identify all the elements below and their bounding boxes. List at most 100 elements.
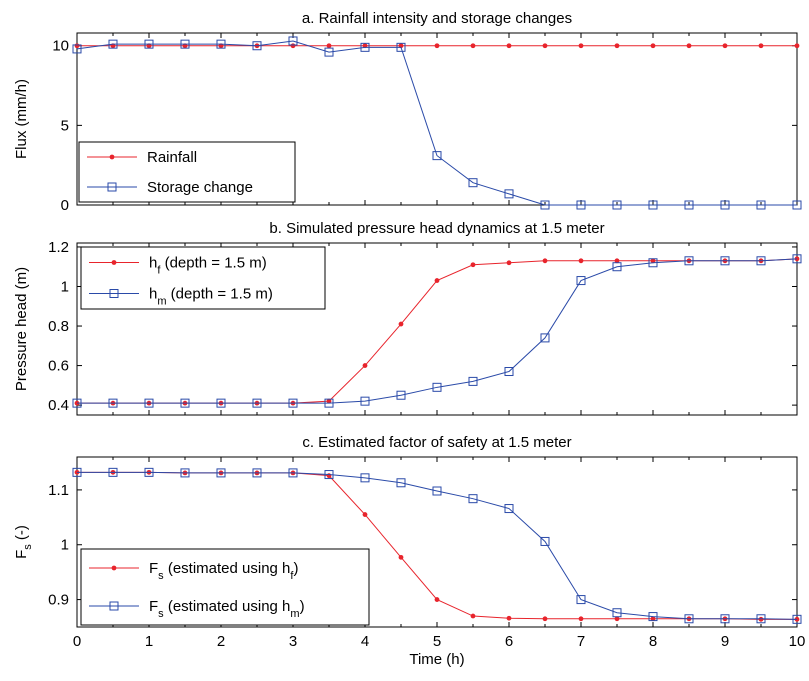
y-tick-label: 1 bbox=[61, 278, 69, 295]
data-point bbox=[434, 597, 440, 602]
y-tick-label: 1.1 bbox=[48, 482, 69, 499]
data-point bbox=[324, 398, 334, 408]
data-point bbox=[252, 468, 262, 478]
series-line bbox=[76, 40, 797, 206]
y-tick-label: 1 bbox=[61, 537, 69, 554]
data-point bbox=[542, 258, 548, 264]
x-tick-label: 8 bbox=[649, 633, 657, 650]
data-point bbox=[758, 616, 764, 622]
series-line bbox=[77, 471, 798, 620]
data-point bbox=[648, 258, 658, 268]
legend-label: Fs (estimated using hm) bbox=[149, 598, 305, 620]
data-point bbox=[72, 398, 82, 408]
data-point bbox=[576, 276, 586, 286]
series-line bbox=[77, 258, 798, 404]
legend-marker bbox=[109, 601, 119, 611]
series-red bbox=[74, 43, 800, 49]
chart-title: c. Estimated factor of safety at 1.5 met… bbox=[302, 434, 571, 451]
data-point bbox=[434, 278, 440, 283]
x-tick-label: 6 bbox=[505, 633, 513, 650]
data-point bbox=[540, 333, 550, 343]
data-point bbox=[684, 200, 694, 210]
legend-label: Rainfall bbox=[147, 149, 197, 166]
data-point bbox=[506, 615, 512, 621]
series-blue bbox=[72, 467, 802, 624]
data-point bbox=[74, 43, 80, 49]
data-point bbox=[324, 470, 334, 480]
data-point bbox=[578, 616, 584, 622]
data-point bbox=[684, 256, 694, 266]
legend-label: hm (depth = 1.5 m) bbox=[149, 286, 273, 308]
data-point bbox=[396, 42, 406, 52]
legend: Rainfall Storage change bbox=[78, 141, 296, 203]
data-point bbox=[180, 468, 190, 478]
y-tick-label: 0.6 bbox=[48, 358, 69, 375]
legend-marker bbox=[109, 154, 115, 160]
data-point bbox=[324, 47, 334, 57]
x-tick-label: 1 bbox=[145, 633, 153, 650]
data-point bbox=[360, 396, 370, 406]
data-point bbox=[288, 36, 298, 46]
data-point bbox=[614, 43, 620, 49]
legend-label: Storage change bbox=[147, 179, 253, 196]
data-point bbox=[108, 467, 118, 477]
data-point bbox=[72, 44, 82, 54]
data-point bbox=[504, 189, 514, 199]
data-point bbox=[144, 467, 154, 477]
data-point bbox=[614, 616, 620, 622]
x-tick-label: 9 bbox=[721, 633, 729, 650]
data-point bbox=[648, 200, 658, 210]
data-point bbox=[468, 494, 478, 504]
data-point bbox=[540, 536, 550, 546]
data-point bbox=[792, 254, 802, 264]
data-point bbox=[290, 43, 296, 49]
data-point bbox=[542, 616, 548, 622]
legend-box bbox=[80, 246, 326, 310]
data-point bbox=[144, 398, 154, 408]
data-point bbox=[540, 200, 550, 210]
data-point bbox=[648, 612, 658, 622]
data-point bbox=[360, 473, 370, 483]
y-axis-label: Pressure head (m) bbox=[13, 267, 30, 391]
data-point bbox=[794, 43, 800, 49]
legend-box bbox=[80, 548, 370, 626]
data-point bbox=[650, 258, 656, 264]
y-axis-label: Fs (-) bbox=[13, 525, 34, 559]
legend: hf (depth = 1.5 m) hm (depth = 1.5 m) bbox=[80, 246, 326, 310]
data-point bbox=[720, 200, 730, 210]
data-point bbox=[432, 151, 442, 161]
data-point bbox=[504, 504, 514, 514]
data-point bbox=[398, 321, 404, 327]
data-point bbox=[504, 367, 514, 377]
data-point bbox=[756, 200, 766, 210]
y-tick-label: 0.4 bbox=[48, 397, 69, 414]
legend-marker bbox=[111, 260, 117, 265]
chart-panel-a: a. Rainfall intensity and storage change… bbox=[13, 10, 802, 214]
x-tick-label: 7 bbox=[577, 633, 585, 650]
data-point bbox=[326, 473, 332, 479]
data-point bbox=[72, 467, 82, 477]
x-tick-label: 5 bbox=[433, 633, 441, 650]
data-point bbox=[720, 614, 730, 624]
data-point bbox=[362, 363, 368, 368]
data-point bbox=[360, 42, 370, 52]
data-point bbox=[470, 613, 476, 619]
data-point bbox=[252, 398, 262, 408]
x-axis-label: Time (h) bbox=[409, 651, 464, 668]
legend-label: hf (depth = 1.5 m) bbox=[149, 255, 267, 277]
data-point bbox=[756, 256, 766, 266]
data-point bbox=[288, 398, 298, 408]
x-tick-label: 10 bbox=[789, 633, 806, 650]
data-point bbox=[576, 200, 586, 210]
data-point bbox=[144, 39, 154, 49]
data-point bbox=[326, 43, 332, 49]
legend-box bbox=[78, 141, 296, 203]
data-point bbox=[398, 554, 404, 560]
data-point bbox=[288, 468, 298, 478]
data-point bbox=[470, 262, 476, 268]
data-point bbox=[576, 595, 586, 605]
data-point bbox=[396, 478, 406, 488]
y-axis-label: Flux (mm/h) bbox=[13, 79, 30, 159]
data-point bbox=[252, 41, 262, 51]
data-point bbox=[578, 258, 584, 264]
